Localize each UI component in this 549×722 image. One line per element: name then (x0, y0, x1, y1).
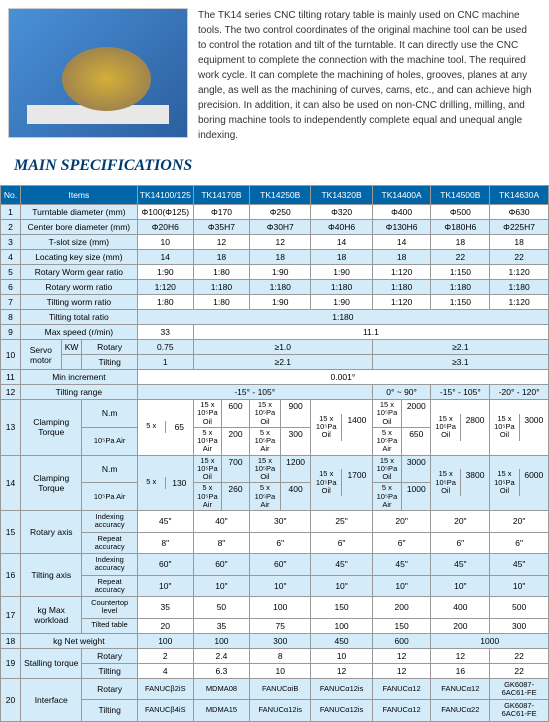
row-3: 3T-slot size (mm)10121214141818 (1, 235, 549, 250)
row-17a: 17kg Max workloadCountertop level3550100… (1, 597, 549, 619)
th-m3: TK14250B (250, 186, 311, 205)
specs-table: No. Items TK14100/125 TK14170B TK14250B … (0, 185, 549, 722)
row-11: 11Min increment0.001° (1, 370, 549, 385)
row-18: 18kg Net weight1001003004506001000 (1, 633, 549, 648)
row-13: 13Clamping TorqueN.m 5 x65 15 x 10⁵Pa Oi… (1, 400, 549, 428)
th-m2: TK14170B (193, 186, 249, 205)
th-no: No. (1, 186, 21, 205)
row-8: 8Tilting total ratio1:180 (1, 310, 549, 325)
row-9: 9Max speed (r/min)3311.1 (1, 325, 549, 340)
th-m5: TK14400A (372, 186, 431, 205)
row-10b: Tilting1≥2.1≥3.1 (1, 355, 549, 370)
row-17b: Tilted table203575100150200300 (1, 618, 549, 633)
th-items: Items (21, 186, 138, 205)
row-15a: 15Rotary axisIndexing accuracy45"40"30"2… (1, 511, 549, 533)
row-4: 4Locating key size (mm)14181818182222 (1, 250, 549, 265)
row-15b: Repeat accuracy8"8"6"6"6"6"6" (1, 532, 549, 554)
row-20a: 20InterfaceRotaryFANUCβ2iSMDMA08FANUCαiB… (1, 678, 549, 700)
row-6: 6Rotary worm ratio1:1201:1801:1801:1801:… (1, 280, 549, 295)
row-12: 12Tilting range-15° - 105°0° ~ 90°-15° -… (1, 385, 549, 400)
header-section: The TK14 series CNC tilting rotary table… (0, 0, 549, 151)
row-16a: 16Tilting axisIndexing accuracy60"60"60"… (1, 554, 549, 576)
row-14: 14Clamping TorqueN.m 5 x130 15 x 10⁵Pa O… (1, 455, 549, 483)
row-10a: 10Servo motorKWRotary0.75≥1.0≥2.1 (1, 340, 549, 355)
row-7: 7Tilting worm ratio1:801:801:901:901:120… (1, 295, 549, 310)
row-16b: Repeat accuracy10"10"10"10"10"10"10" (1, 575, 549, 597)
th-m4: TK14320B (311, 186, 372, 205)
th-m7: TK14630A (490, 186, 549, 205)
specs-title: MAIN SPECIFICATIONS (0, 151, 549, 181)
row-2: 2Center bore diameter (mm)Φ20H6Φ35H7Φ30H… (1, 220, 549, 235)
row-19a: 19Stalling torqueRotary22.4810121222 (1, 648, 549, 663)
product-image (8, 8, 188, 138)
row-1: 1Turntable diameter (mm)Φ100(Φ125)Φ170Φ2… (1, 205, 549, 220)
product-description: The TK14 series CNC tilting rotary table… (198, 8, 541, 143)
th-m6: TK14500B (431, 186, 490, 205)
header-row: No. Items TK14100/125 TK14170B TK14250B … (1, 186, 549, 205)
th-m1: TK14100/125 (137, 186, 193, 205)
row-19b: Tilting46.31012121622 (1, 663, 549, 678)
row-20b: TiltingFANUCβ4iSMDMA15FANUCα12isFANUCα12… (1, 700, 549, 722)
row-5: 5Rotary Worm gear ratio1:901:801:901:901… (1, 265, 549, 280)
